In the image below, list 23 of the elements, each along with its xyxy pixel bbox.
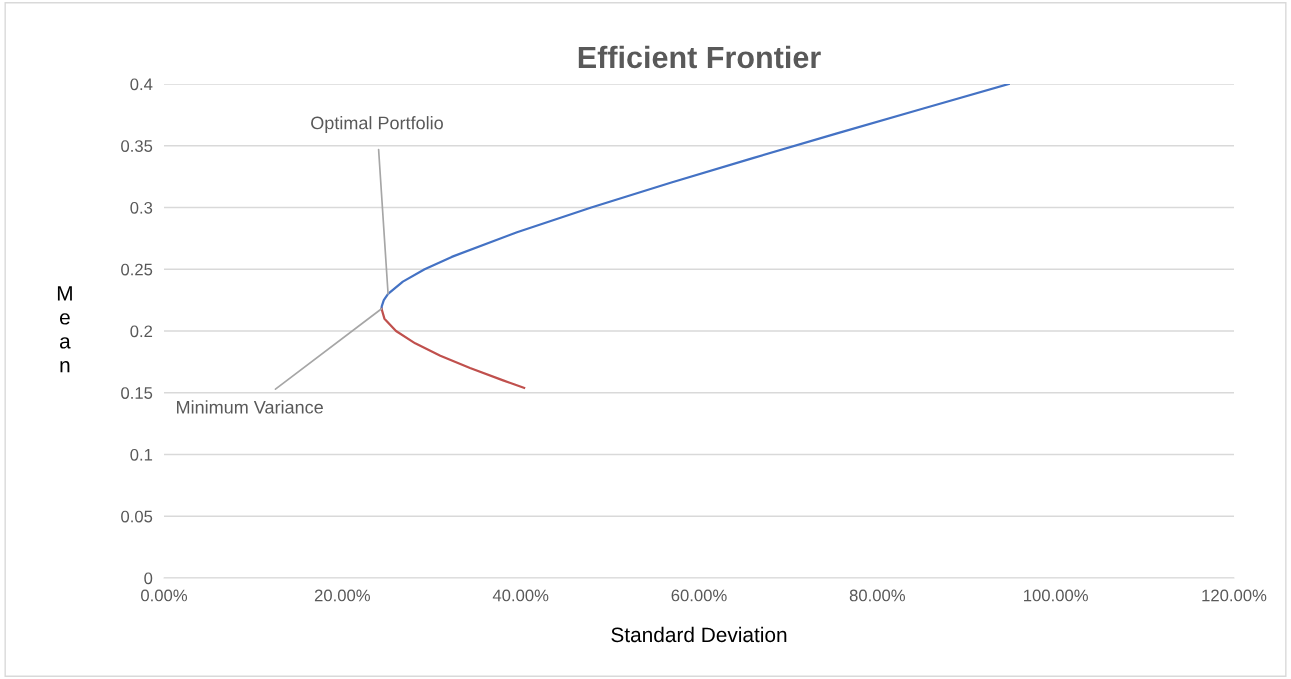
line-series [380,84,1010,310]
line-series [380,307,526,389]
x-tick-label: 80.00% [849,589,906,602]
annotation: Minimum Variance [177,400,323,414]
y-axis-title: Mean [57,286,72,373]
x-axis-title: Standard Deviation [611,626,787,643]
y-tick-label: 0.3 [130,201,153,214]
y-tick-label: 0.1 [130,448,153,461]
x-tick-label: 40.00% [492,589,549,602]
y-tick-label: 0.25 [121,263,153,276]
y-tick-label: 0.35 [121,140,153,152]
chart-title: Efficient Frontier [578,45,821,69]
x-tick-label: 60.00% [671,589,727,602]
x-tick-label: 20.00% [314,589,371,602]
y-tick-label: 0.05 [121,510,153,523]
y-tick-label: 0.2 [130,325,153,338]
annotation: Optimal Portfolio [311,116,443,133]
x-tick-label: 120.00% [1202,589,1267,602]
x-tick-label: 0.00% [141,589,188,602]
y-tick-label: 0.15 [121,387,153,399]
y-tick-label: 0 [144,572,153,585]
x-tick-label: 100.00% [1024,589,1088,602]
y-tick-label: 0.4 [130,78,153,91]
